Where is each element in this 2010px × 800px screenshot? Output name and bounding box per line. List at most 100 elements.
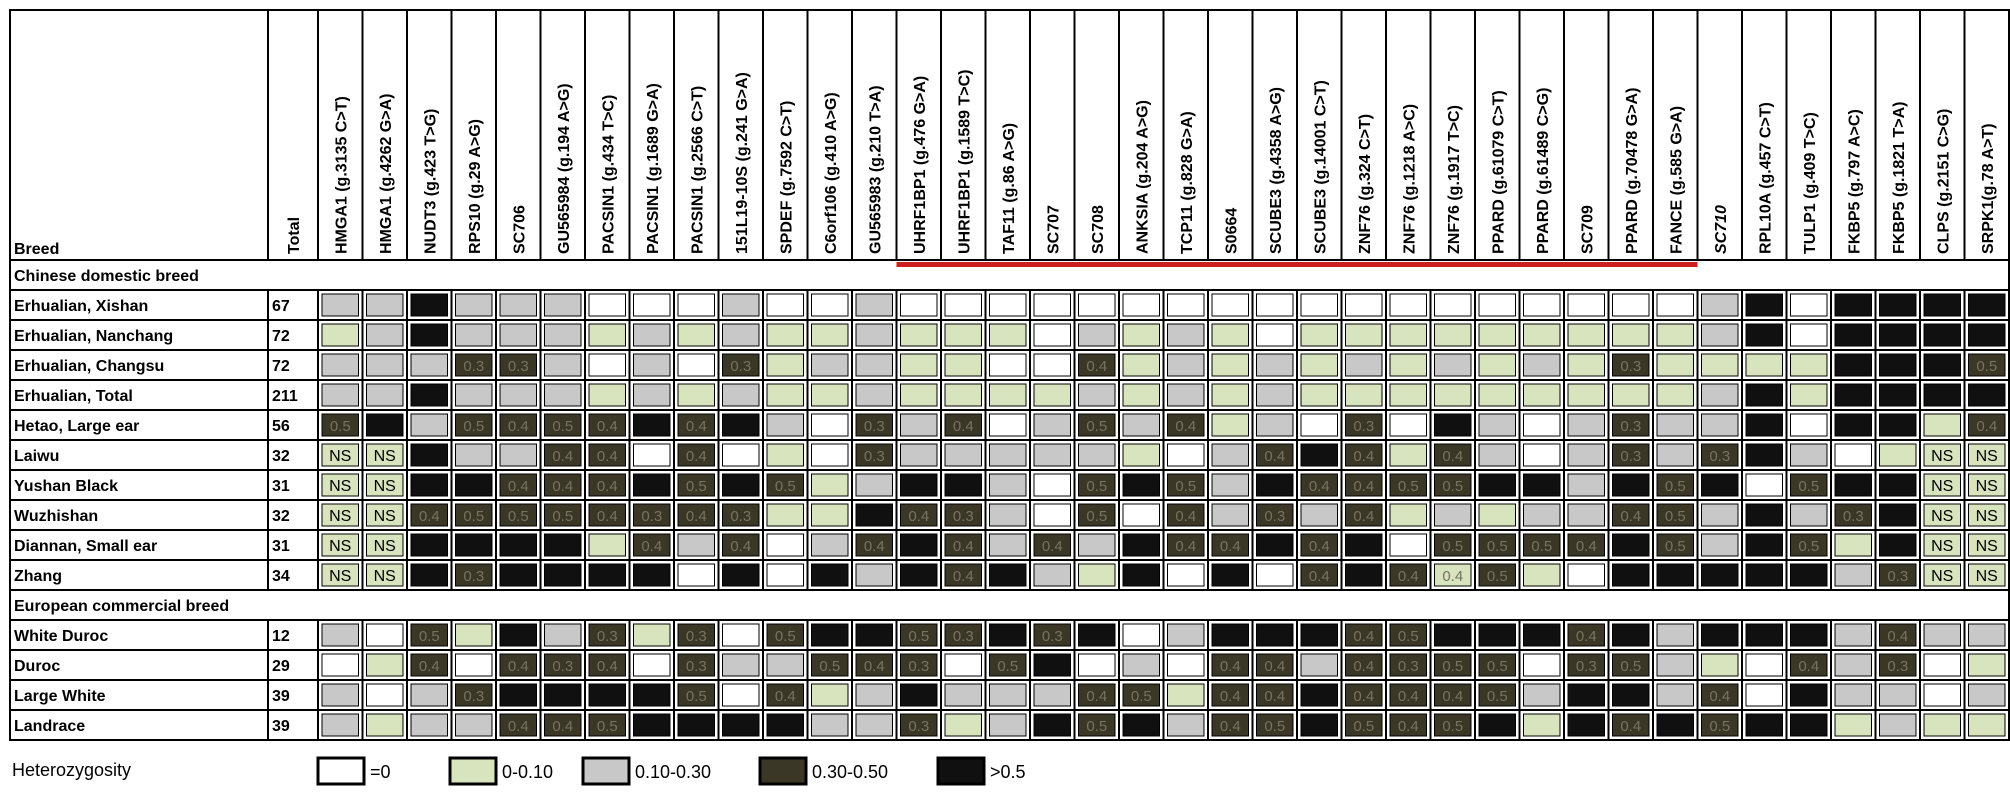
cell-value-label: 0.4 <box>1620 718 1641 735</box>
heatmap-cell <box>1211 443 1249 467</box>
heatmap-cell <box>1033 323 1071 347</box>
heatmap-cell <box>1968 713 2006 737</box>
ns-label: NS <box>374 538 396 555</box>
cell-value-label: 0.3 <box>686 628 707 645</box>
heatmap-cell <box>1389 623 1427 647</box>
heatmap-cell <box>1478 353 1516 377</box>
cell-value-label: 0.4 <box>597 508 618 525</box>
heatmap-cell <box>811 293 849 317</box>
heatmap-cell <box>1256 623 1294 647</box>
heatmap-cell <box>722 413 760 437</box>
heatmap-cell <box>544 563 582 587</box>
cell-value-label: 0.4 <box>1309 538 1330 555</box>
heatmap-cell <box>1745 413 1783 437</box>
heatmap-cell <box>855 713 893 737</box>
heatmap-cell <box>1923 713 1961 737</box>
heatmap-cell <box>1033 443 1071 467</box>
heatmap-cell <box>1434 563 1472 587</box>
breed-label: White Duroc <box>14 628 108 645</box>
heatmap-cell <box>944 563 982 587</box>
heatmap-cell <box>1701 623 1739 647</box>
heatmap-cell <box>366 503 404 527</box>
heatmap-cell <box>544 653 582 677</box>
heatmap-cell <box>1656 383 1694 407</box>
cell-value-label: 0.4 <box>953 418 974 435</box>
heatmap-cell <box>722 293 760 317</box>
heatmap-cell <box>499 623 537 647</box>
heatmap-cell <box>1078 713 1116 737</box>
heatmap-cell <box>1879 323 1917 347</box>
cell-value-label: 0.4 <box>1398 688 1419 705</box>
cell-value-label: 0.5 <box>1131 688 1152 705</box>
total-value: 29 <box>272 658 290 675</box>
heatmap-cell <box>1701 563 1739 587</box>
cell-value-label: 0.5 <box>463 418 484 435</box>
cell-value-label: 0.4 <box>1798 658 1819 675</box>
cell-value-label: 0.4 <box>1398 718 1419 735</box>
heatmap-cell <box>1790 473 1828 497</box>
heatmap-cell <box>1345 713 1383 737</box>
heatmap-cell <box>989 623 1027 647</box>
heatmap-cell <box>544 383 582 407</box>
heatmap-cell <box>1345 383 1383 407</box>
heatmap-cell <box>544 683 582 707</box>
heatmap-cell <box>1078 353 1116 377</box>
heatmap-cell <box>1879 713 1917 737</box>
heatmap-cell <box>1300 683 1338 707</box>
heatmap-cell <box>1167 413 1205 437</box>
heatmap-cell <box>1968 533 2006 557</box>
marker-header: 151L19-10S (g.241 G>A) <box>734 72 751 254</box>
heatmap-cell <box>1478 503 1516 527</box>
heatmap-cell <box>766 293 804 317</box>
heatmap-cell <box>1434 503 1472 527</box>
cell-value-label: 0.4 <box>686 418 707 435</box>
cell-value-label: 0.4 <box>1175 538 1196 555</box>
heatmap-cell <box>1790 293 1828 317</box>
heatmap-cell <box>1790 683 1828 707</box>
heatmap-cell <box>1567 353 1605 377</box>
cell-value-label: 0.4 <box>953 568 974 585</box>
marker-header: UHRF1BP1 (g.1589 T>C) <box>956 70 973 255</box>
marker-header: S0664 <box>1223 208 1240 254</box>
heatmap-cell <box>1389 293 1427 317</box>
heatmap-cell <box>410 293 448 317</box>
ns-label: NS <box>329 508 351 525</box>
heatmap-cell <box>455 713 493 737</box>
heatmap-cell <box>1656 533 1694 557</box>
marker-header: ANKSIA (g.204 A>G) <box>1134 100 1151 254</box>
heatmap-cell <box>1745 443 1783 467</box>
heatmap-cell <box>1968 623 2006 647</box>
heatmap-cell <box>944 353 982 377</box>
heatmap-cell <box>499 293 537 317</box>
heatmap-cell <box>811 563 849 587</box>
heatmap-cell <box>499 443 537 467</box>
heatmap-cell <box>722 623 760 647</box>
heatmap-cell <box>544 473 582 497</box>
heatmap-cell <box>1612 503 1650 527</box>
total-value: 31 <box>272 478 290 495</box>
heatmap-cell <box>722 533 760 557</box>
cell-value-label: 0.5 <box>686 478 707 495</box>
heatmap-cell <box>366 443 404 467</box>
cell-value-label: 0.4 <box>1264 688 1285 705</box>
heatmap-cell <box>1256 353 1294 377</box>
heatmap-cell <box>1923 533 1961 557</box>
cell-value-label: 0.4 <box>1353 658 1374 675</box>
cell-value-label: 0.5 <box>1665 538 1686 555</box>
heatmap-cell <box>1567 413 1605 437</box>
heatmap-cell <box>1167 443 1205 467</box>
heatmap-cell <box>588 563 626 587</box>
marker-header: RPS10 (g.29 A>G) <box>467 119 484 254</box>
ns-label: NS <box>1976 508 1998 525</box>
heatmap-cell <box>1656 293 1694 317</box>
heatmap-cell <box>321 473 359 497</box>
heatmap-cell <box>766 683 804 707</box>
heatmap-cell <box>1434 473 1472 497</box>
heatmap-cell <box>1478 623 1516 647</box>
heatmap-cell <box>321 353 359 377</box>
heatmap-cell <box>1211 563 1249 587</box>
cell-value-label: 0.5 <box>775 628 796 645</box>
heatmap-cell <box>544 293 582 317</box>
heatmap-cell <box>1968 413 2006 437</box>
heatmap-cell <box>1834 563 1872 587</box>
